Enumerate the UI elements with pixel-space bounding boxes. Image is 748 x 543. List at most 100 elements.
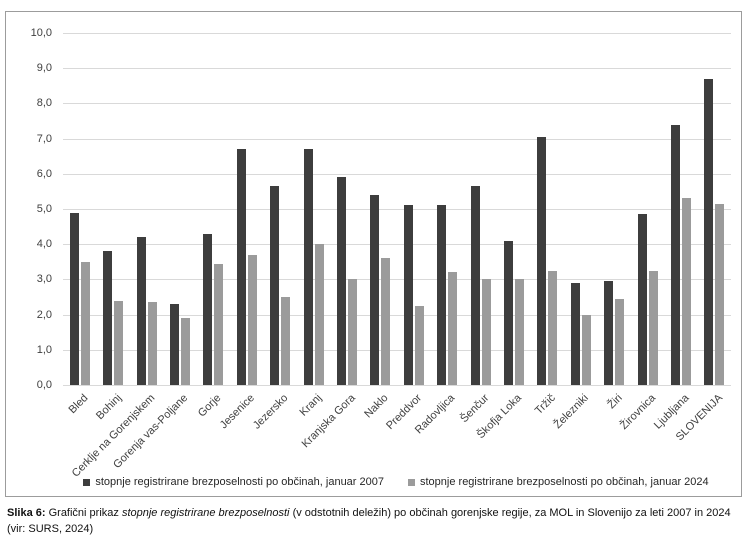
bar-group [464, 33, 497, 385]
bar-group [564, 33, 597, 385]
y-tick-label: 8,0 [36, 97, 52, 110]
y-tick-label: 1,0 [36, 343, 52, 356]
legend-label-2007: stopnje registrirane brezposelnosti po o… [95, 476, 384, 488]
gridline [63, 138, 731, 140]
y-tick-label: 5,0 [36, 203, 52, 215]
y-tick-label: 4,0 [36, 238, 52, 251]
bar [514, 279, 524, 385]
bar [303, 149, 313, 385]
gridline [63, 209, 731, 210]
bar-group [230, 33, 263, 385]
caption-italic-phrase: stopnje registrirane brezposelnosti [121, 507, 290, 519]
gridline [63, 279, 731, 281]
x-tick-label: Naklo [362, 392, 391, 421]
bar [69, 212, 79, 385]
bar-group [297, 33, 330, 385]
gridline [63, 33, 731, 34]
bar [503, 240, 513, 385]
y-tick-label: 10,0 [30, 27, 52, 39]
x-tick-label: Bohinj [93, 392, 124, 423]
bars [63, 33, 731, 385]
x-tick-label: Žiri [605, 392, 625, 412]
bar-group [197, 33, 230, 385]
bar-group [163, 33, 196, 385]
bar-group [497, 33, 530, 385]
y-tick-label: 6,0 [36, 167, 52, 180]
bar-group [631, 33, 664, 385]
bar [437, 205, 447, 385]
bar [247, 254, 257, 385]
caption-label: Slika 6: [7, 507, 46, 519]
bar [180, 318, 190, 385]
y-tick-label: 3,0 [36, 273, 52, 286]
y-tick-label: 2,0 [36, 308, 52, 321]
bar-group [664, 33, 697, 385]
x-tick-label: Jezersko [250, 392, 291, 432]
bar [403, 205, 413, 385]
bar [80, 261, 90, 385]
bar [136, 237, 146, 385]
x-axis-labels: Bled Bohinj Cerklje na Gorenjskem Gorenja v… [63, 33, 731, 480]
bar [470, 186, 480, 385]
bar [537, 136, 547, 385]
bar-group [330, 33, 363, 385]
bar [236, 149, 246, 385]
y-tick-label: 0,0 [36, 379, 52, 391]
legend-item-2024: stopnje registrirane brezposelnosti po o… [408, 476, 709, 488]
bar-group [598, 33, 631, 385]
bar [270, 186, 280, 385]
bar [570, 282, 580, 385]
bar [481, 279, 491, 385]
bar-group [263, 33, 296, 385]
bar [581, 314, 591, 385]
bar [682, 198, 692, 385]
figure-caption: Slika 6: Grafični prikaz stopnje registr… [7, 505, 743, 537]
legend-label-2024: stopnje registrirane brezposelnosti po o… [420, 476, 709, 488]
bar [370, 194, 380, 385]
gridline [63, 103, 731, 105]
bar [347, 279, 357, 385]
bar [604, 281, 614, 385]
bar [381, 258, 391, 385]
legend: stopnje registrirane brezposelnosti po o… [63, 473, 729, 491]
bar [648, 270, 658, 385]
x-tick-label: Bled [66, 392, 91, 417]
figure-box: 10,0 9,0 8,0 7,0 6,0 5,0 4,0 3,0 2,0 1,0 0,0 Bled B… [5, 11, 742, 497]
caption-text-2: (v odstotnih deležih) po občinah gorenjs… [7, 507, 731, 535]
gridline [63, 244, 731, 246]
x-tick-label: Tržič [532, 392, 558, 418]
gridline [63, 68, 731, 70]
bar [637, 214, 647, 385]
plot-area: Bled Bohinj Cerklje na Gorenjskem Gorenja v… [63, 33, 731, 480]
x-tick-label: Kranj [297, 392, 324, 419]
bar [414, 305, 424, 385]
gridline [63, 314, 731, 316]
bar-group [397, 33, 430, 385]
bar [336, 177, 346, 385]
x-tick-label: Železniki [552, 392, 592, 432]
bar [615, 298, 625, 385]
bar [114, 300, 124, 385]
x-tick-label: Žirovnica [617, 392, 658, 433]
gridline [63, 173, 731, 175]
bar-group [63, 33, 96, 385]
bar [448, 272, 458, 385]
gridline [63, 349, 731, 351]
bar-group [364, 33, 397, 385]
bar [203, 233, 213, 385]
y-tick-label: 9,0 [36, 62, 52, 75]
bar [314, 244, 324, 385]
bar [103, 251, 113, 385]
bar [671, 124, 681, 385]
y-tick-label: 7,0 [36, 132, 52, 145]
legend-marker-2007-icon [83, 478, 91, 486]
bar [169, 304, 179, 385]
x-tick-label: Jesenice [217, 392, 258, 432]
bar [214, 263, 224, 385]
legend-marker-2024-icon [408, 478, 415, 486]
bar-group [96, 33, 129, 385]
y-axis-labels: 10,0 9,0 8,0 7,0 6,0 5,0 4,0 3,0 2,0 1,0 0,0 [6, 27, 56, 391]
bar-group [698, 33, 731, 385]
bar [281, 297, 291, 385]
caption-text-1: Grafični prikaz [48, 507, 119, 519]
